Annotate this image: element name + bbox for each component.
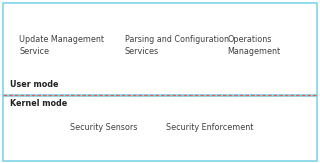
Text: Operations
Management: Operations Management (227, 35, 280, 56)
Text: User mode: User mode (10, 80, 58, 89)
Bar (3, 96, 317, 161)
Text: Parsing and Configuration
Services: Parsing and Configuration Services (125, 35, 229, 56)
Text: Security Enforcement: Security Enforcement (166, 123, 254, 132)
Bar (3, 3, 317, 95)
Text: Security Sensors: Security Sensors (70, 123, 138, 132)
Text: Kernel mode: Kernel mode (10, 99, 67, 108)
Text: Update Management
Service: Update Management Service (19, 35, 104, 56)
